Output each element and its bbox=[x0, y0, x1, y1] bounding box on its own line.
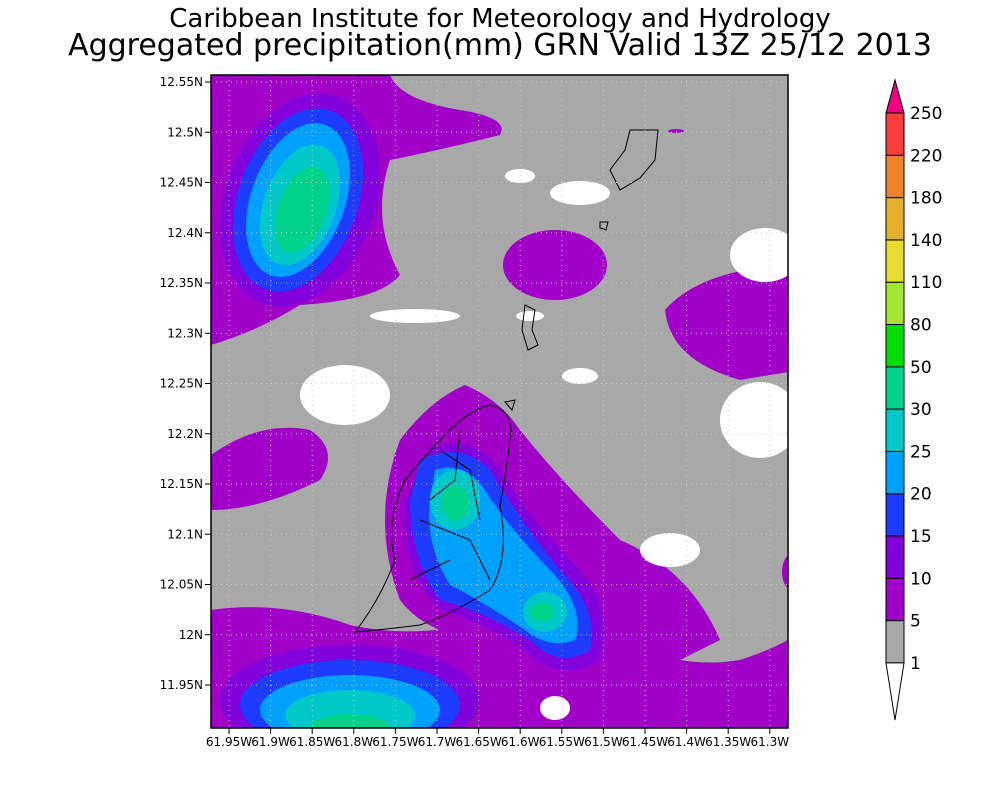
colorbar-segment bbox=[885, 154, 905, 199]
lat-label: 12.1N bbox=[167, 527, 203, 541]
lon-label: 61.6W bbox=[501, 735, 540, 749]
colorbar-segment bbox=[885, 239, 905, 283]
lon-label: 61.4W bbox=[667, 735, 706, 749]
colorbar-segment bbox=[885, 450, 905, 495]
colorbar-label: 5 bbox=[910, 612, 921, 632]
lon-label: 61.3W bbox=[751, 735, 790, 749]
lat-label: 12.2N bbox=[167, 427, 203, 441]
lon-label: 61.65W bbox=[455, 735, 501, 749]
lon-label: 61.5W bbox=[584, 735, 623, 749]
lon-label: 61.35W bbox=[705, 735, 751, 749]
lon-label: 61.55W bbox=[539, 735, 585, 749]
colorbar-label: 110 bbox=[910, 273, 942, 293]
lat-label: 12.25N bbox=[160, 377, 203, 391]
colorbar-under-arrow bbox=[885, 662, 905, 721]
lon-label: 61.75W bbox=[372, 735, 418, 749]
colorbar-label: 50 bbox=[910, 358, 932, 378]
lon-label: 61.7W bbox=[418, 735, 457, 749]
lat-label: 12.45N bbox=[160, 176, 203, 190]
colorbar-label: 25 bbox=[910, 442, 932, 462]
lat-label: 12.4N bbox=[167, 226, 203, 240]
map-frame bbox=[210, 74, 789, 729]
colorbar-label: 140 bbox=[910, 231, 942, 251]
colorbar-label: 250 bbox=[910, 104, 942, 124]
colorbar-label: 80 bbox=[910, 316, 932, 336]
colorbar-label: 220 bbox=[910, 146, 942, 166]
lon-label: 61.85W bbox=[289, 735, 335, 749]
lon-label: 61.9W bbox=[251, 735, 290, 749]
colorbar-segment bbox=[885, 112, 905, 156]
lat-label: 12.55N bbox=[160, 75, 203, 89]
lat-label: 12.05N bbox=[160, 578, 203, 592]
lat-label: 12N bbox=[179, 628, 203, 642]
colorbar-segment bbox=[885, 281, 905, 326]
colorbar-segment bbox=[885, 493, 905, 537]
colorbar-label: 1 bbox=[910, 654, 921, 674]
lat-label: 12.3N bbox=[167, 326, 203, 340]
title-line-1: Caribbean Institute for Meteorology and … bbox=[169, 4, 831, 34]
colorbar-label: 15 bbox=[910, 527, 932, 547]
colorbar-label: 20 bbox=[910, 485, 932, 505]
title-line-2: Aggregated precipitation(mm) GRN Valid 1… bbox=[68, 28, 932, 63]
colorbar-label: 30 bbox=[910, 400, 932, 420]
lat-label: 12.15N bbox=[160, 477, 203, 491]
colorbar-segment bbox=[885, 197, 905, 241]
precipitation-field bbox=[211, 75, 788, 728]
colorbar-segment bbox=[885, 408, 905, 452]
lat-label: 12.5N bbox=[167, 125, 203, 139]
colorbar-label: 10 bbox=[910, 569, 932, 589]
island-outlines bbox=[353, 129, 659, 633]
lat-label: 12.35N bbox=[160, 276, 203, 290]
colorbar-label: 180 bbox=[910, 189, 942, 209]
lat-label: 11.95N bbox=[160, 678, 203, 692]
grid-lines bbox=[211, 75, 788, 728]
lon-label: 61.95W bbox=[206, 735, 252, 749]
colorbar-segment bbox=[885, 324, 905, 368]
lon-label: 61.45W bbox=[622, 735, 668, 749]
colorbar-segment bbox=[885, 535, 905, 579]
colorbar-segment bbox=[885, 366, 905, 410]
lon-label: 61.8W bbox=[335, 735, 374, 749]
colorbar-segment bbox=[885, 620, 905, 664]
colorbar-segment bbox=[885, 577, 905, 622]
colorbar-over-arrow bbox=[885, 78, 905, 114]
